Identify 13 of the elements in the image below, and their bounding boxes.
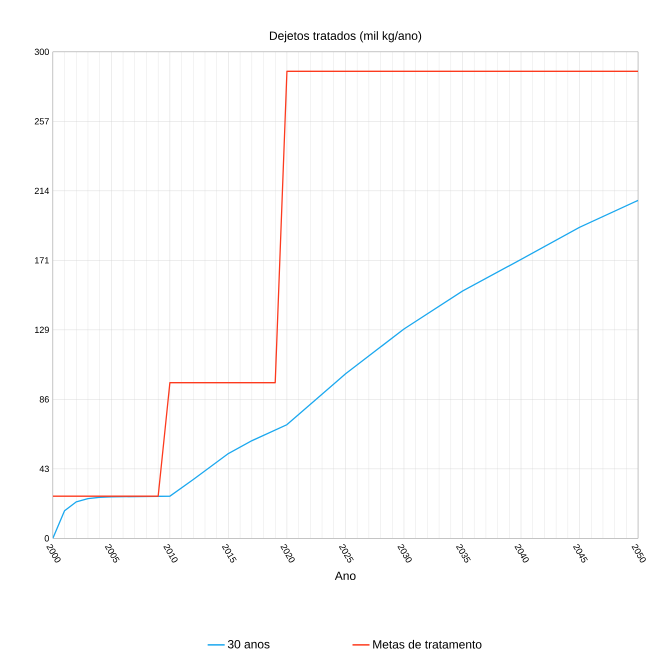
y-tick-label: 257 bbox=[34, 118, 49, 125]
y-tick-label: 129 bbox=[35, 326, 49, 334]
chart-title: Dejetos tratados (mil kg/ano) bbox=[270, 31, 422, 42]
legend-label: Metas de tratamento bbox=[373, 640, 482, 649]
y-tick-label: 0 bbox=[44, 535, 49, 542]
y-tick-label: 86 bbox=[40, 396, 49, 403]
x-axis-title: Ano bbox=[334, 572, 356, 580]
y-tick-label: 300 bbox=[34, 48, 49, 56]
line-series bbox=[52, 200, 638, 538]
legend-label: 30 anos bbox=[228, 640, 270, 648]
y-tick-label: 214 bbox=[34, 188, 50, 194]
y-tick-label: 43 bbox=[40, 466, 49, 472]
y-tick-label: 171 bbox=[35, 257, 49, 264]
